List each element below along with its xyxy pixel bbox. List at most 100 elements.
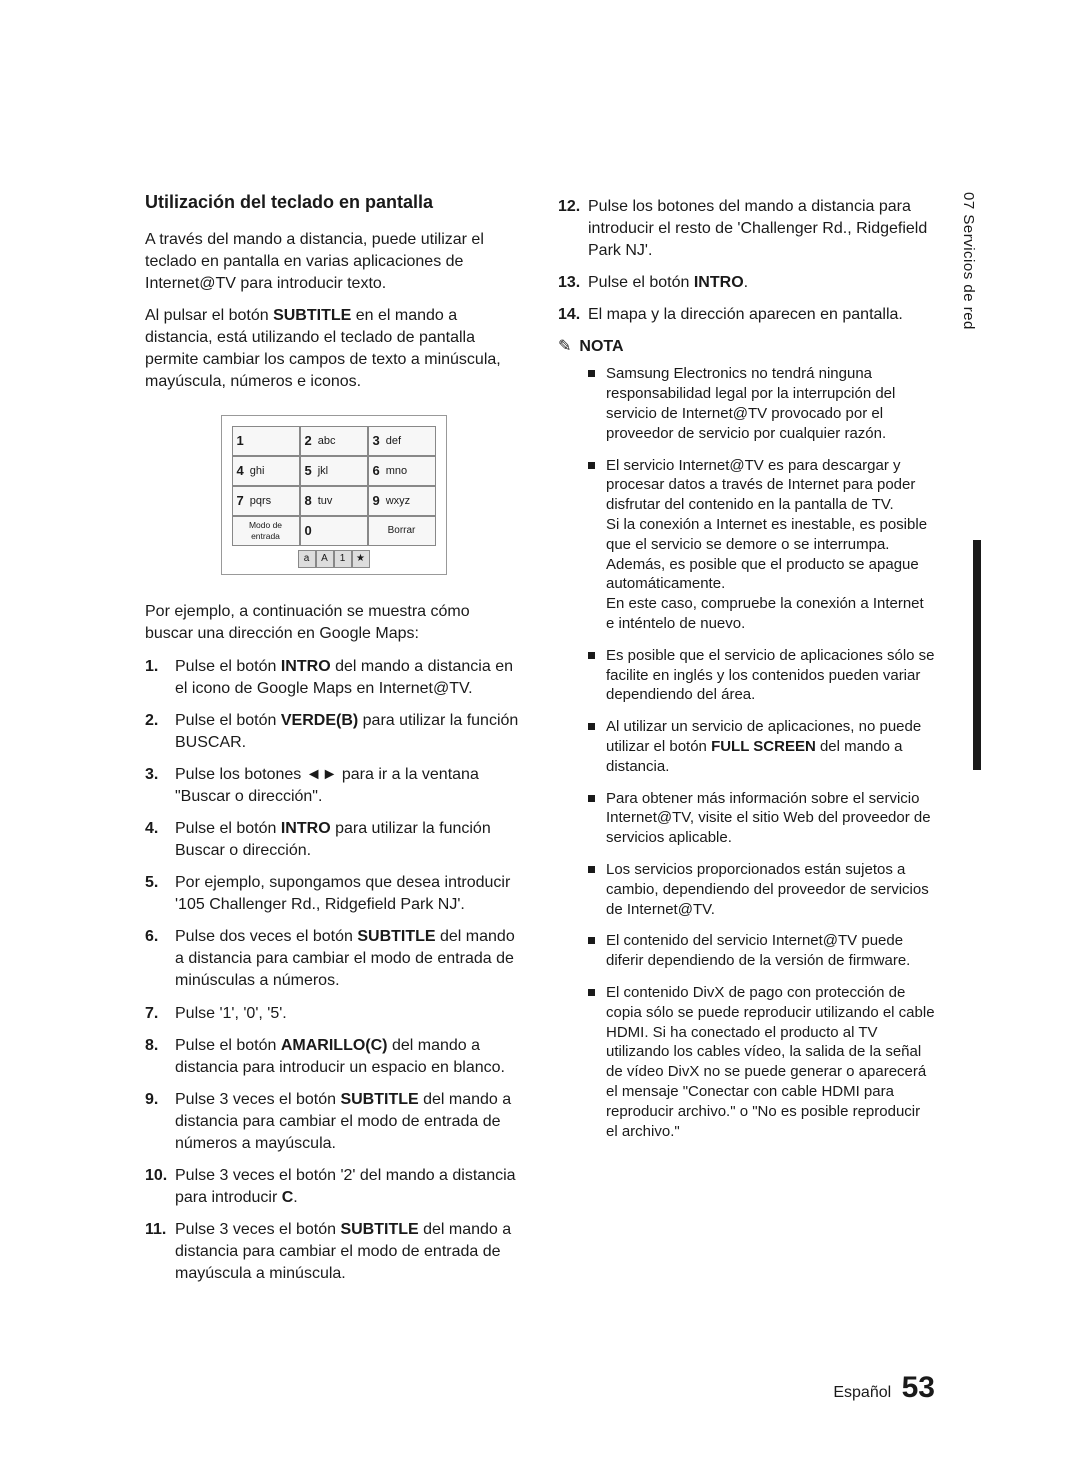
- key-8-txt: tuv: [318, 494, 333, 509]
- step-text: Pulse '1', '0', '5'.: [175, 1003, 287, 1025]
- key-4-num: 4: [237, 462, 244, 480]
- key-9-txt: wxyz: [386, 494, 410, 509]
- key-3-txt: def: [386, 434, 401, 449]
- step-num: 7.: [145, 1003, 175, 1025]
- step-text: Pulse el botón INTRO para utilizar la fu…: [175, 818, 522, 862]
- step-item: 7.Pulse '1', '0', '5'.: [145, 1003, 522, 1025]
- step-item: 10.Pulse 3 veces el botón '2' del mando …: [145, 1165, 522, 1209]
- nota-label: NOTA: [579, 336, 623, 358]
- step-text: Pulse el botón INTRO del mando a distanc…: [175, 656, 522, 700]
- intro-para-1: A través del mando a distancia, puede ut…: [145, 229, 522, 295]
- key-7: 7 pqrs: [232, 486, 300, 516]
- key-2-num: 2: [305, 432, 312, 450]
- intro-para-2: Al pulsar el botón SUBTITLE en el mando …: [145, 305, 522, 393]
- key-1-num: 1: [237, 432, 244, 450]
- side-black-bar: [973, 540, 981, 770]
- step-num: 1.: [145, 656, 175, 700]
- key-6: 6mno: [368, 456, 436, 486]
- key-5-txt: jkl: [318, 464, 328, 479]
- key-5: 5 jkl: [300, 456, 368, 486]
- step-item: 8.Pulse el botón AMARILLO(C) del mando a…: [145, 1035, 522, 1079]
- step-num: 10.: [145, 1165, 175, 1209]
- step-text: Pulse los botones ◄► para ir a la ventan…: [175, 764, 522, 808]
- bullet-item: Para obtener más información sobre el se…: [588, 789, 935, 848]
- step-num: 9.: [145, 1089, 175, 1155]
- bullet-item: El contenido DivX de pago con protección…: [588, 983, 935, 1141]
- key-0-num: 0: [305, 522, 312, 540]
- step-num: 13.: [558, 272, 588, 294]
- step-num: 3.: [145, 764, 175, 808]
- side-tab: 07 Servicios de red: [953, 192, 977, 372]
- step-item: 12.Pulse los botones del mando a distanc…: [558, 196, 935, 262]
- nota-bullets: Samsung Electronics no tendrá ninguna re…: [588, 364, 935, 1141]
- step-text: Pulse 3 veces el botón SUBTITLE del mand…: [175, 1089, 522, 1155]
- key-8-num: 8: [305, 492, 312, 510]
- key-6-num: 6: [373, 462, 380, 480]
- key-1: 1: [232, 426, 300, 456]
- columns: Utilización del teclado en pantalla A tr…: [145, 190, 935, 1295]
- step-text: Pulse 3 veces el botón SUBTITLE del mand…: [175, 1219, 522, 1285]
- bullet-item: El servicio Internet@TV es para descarga…: [588, 456, 935, 634]
- step-item: 13.Pulse el botón INTRO.: [558, 272, 935, 294]
- mode-row: a A 1 ★: [232, 550, 436, 568]
- step-text: Por ejemplo, supongamos que desea introd…: [175, 872, 522, 916]
- step-num: 8.: [145, 1035, 175, 1079]
- note-icon: ✎: [558, 336, 571, 358]
- mode-1: 1: [334, 550, 352, 568]
- key-9: 9 wxyz: [368, 486, 436, 516]
- keypad-grid: 1 2 abc 3 def 4 ghi 5 jkl 6mno 7 pqrs 8 tuv 9w…: [232, 426, 436, 546]
- side-tab-text: 07 Servicios de red: [960, 192, 977, 330]
- step-text: El mapa y la dirección aparecen en panta…: [588, 304, 903, 326]
- key-7-num: 7: [237, 492, 244, 510]
- nota-heading: ✎ NOTA: [558, 336, 935, 358]
- key-2: 2 abc: [300, 426, 368, 456]
- step-num: 6.: [145, 926, 175, 992]
- step-item: 5.Por ejemplo, supongamos que desea intr…: [145, 872, 522, 916]
- key-7-txt: pqrs: [250, 494, 271, 509]
- steps-right: 12.Pulse los botones del mando a distanc…: [558, 196, 935, 326]
- keypad-figure: 1 2 abc 3 def 4 ghi 5 jkl 6mno 7 pqrs 8 tuv 9w…: [221, 415, 447, 575]
- step-item: 9.Pulse 3 veces el botón SUBTITLE del ma…: [145, 1089, 522, 1155]
- intro2-a: Al pulsar el botón: [145, 307, 273, 324]
- step-num: 14.: [558, 304, 588, 326]
- key-modo: Modo de entrada: [232, 516, 300, 546]
- intro2-b: SUBTITLE: [273, 307, 351, 324]
- step-num: 2.: [145, 710, 175, 754]
- key-5-num: 5: [305, 462, 312, 480]
- key-8: 8 tuv: [300, 486, 368, 516]
- step-num: 11.: [145, 1219, 175, 1285]
- key-4: 4 ghi: [232, 456, 300, 486]
- key-3: 3 def: [368, 426, 436, 456]
- bullet-item: Al utilizar un servicio de aplicaciones,…: [588, 717, 935, 776]
- bullet-item: Samsung Electronics no tendrá ninguna re…: [588, 364, 935, 443]
- key-3-num: 3: [373, 432, 380, 450]
- example-intro: Por ejemplo, a continuación se muestra c…: [145, 601, 522, 645]
- key-9-num: 9: [373, 492, 380, 510]
- bullet-item: El contenido del servicio Internet@TV pu…: [588, 931, 935, 971]
- key-2-txt: abc: [318, 434, 336, 449]
- page: 07 Servicios de red Utilización del tecl…: [0, 0, 1080, 1477]
- step-item: 11.Pulse 3 veces el botón SUBTITLE del m…: [145, 1219, 522, 1285]
- key-4-txt: ghi: [250, 464, 265, 479]
- key-0: 0: [300, 516, 368, 546]
- step-text: Pulse 3 veces el botón '2' del mando a d…: [175, 1165, 522, 1209]
- key-borrar: Borrar: [368, 516, 436, 546]
- step-item: 2.Pulse el botón VERDE(B) para utilizar …: [145, 710, 522, 754]
- step-text: Pulse el botón AMARILLO(C) del mando a d…: [175, 1035, 522, 1079]
- left-column: Utilización del teclado en pantalla A tr…: [145, 190, 522, 1295]
- mode-star: ★: [352, 550, 370, 568]
- step-item: 14.El mapa y la dirección aparecen en pa…: [558, 304, 935, 326]
- step-text: Pulse el botón INTRO.: [588, 272, 748, 294]
- step-text: Pulse dos veces el botón SUBTITLE del ma…: [175, 926, 522, 992]
- step-text: Pulse los botones del mando a distancia …: [588, 196, 935, 262]
- bullet-item: Es posible que el servicio de aplicacion…: [588, 646, 935, 705]
- step-num: 4.: [145, 818, 175, 862]
- footer: Español 53: [833, 1371, 935, 1405]
- step-item: 6.Pulse dos veces el botón SUBTITLE del …: [145, 926, 522, 992]
- step-item: 3.Pulse los botones ◄► para ir a la vent…: [145, 764, 522, 808]
- section-title: Utilización del teclado en pantalla: [145, 190, 522, 215]
- footer-lang: Español: [833, 1384, 891, 1401]
- mode-A: A: [316, 550, 334, 568]
- step-item: 1.Pulse el botón INTRO del mando a dista…: [145, 656, 522, 700]
- footer-page: 53: [902, 1371, 935, 1404]
